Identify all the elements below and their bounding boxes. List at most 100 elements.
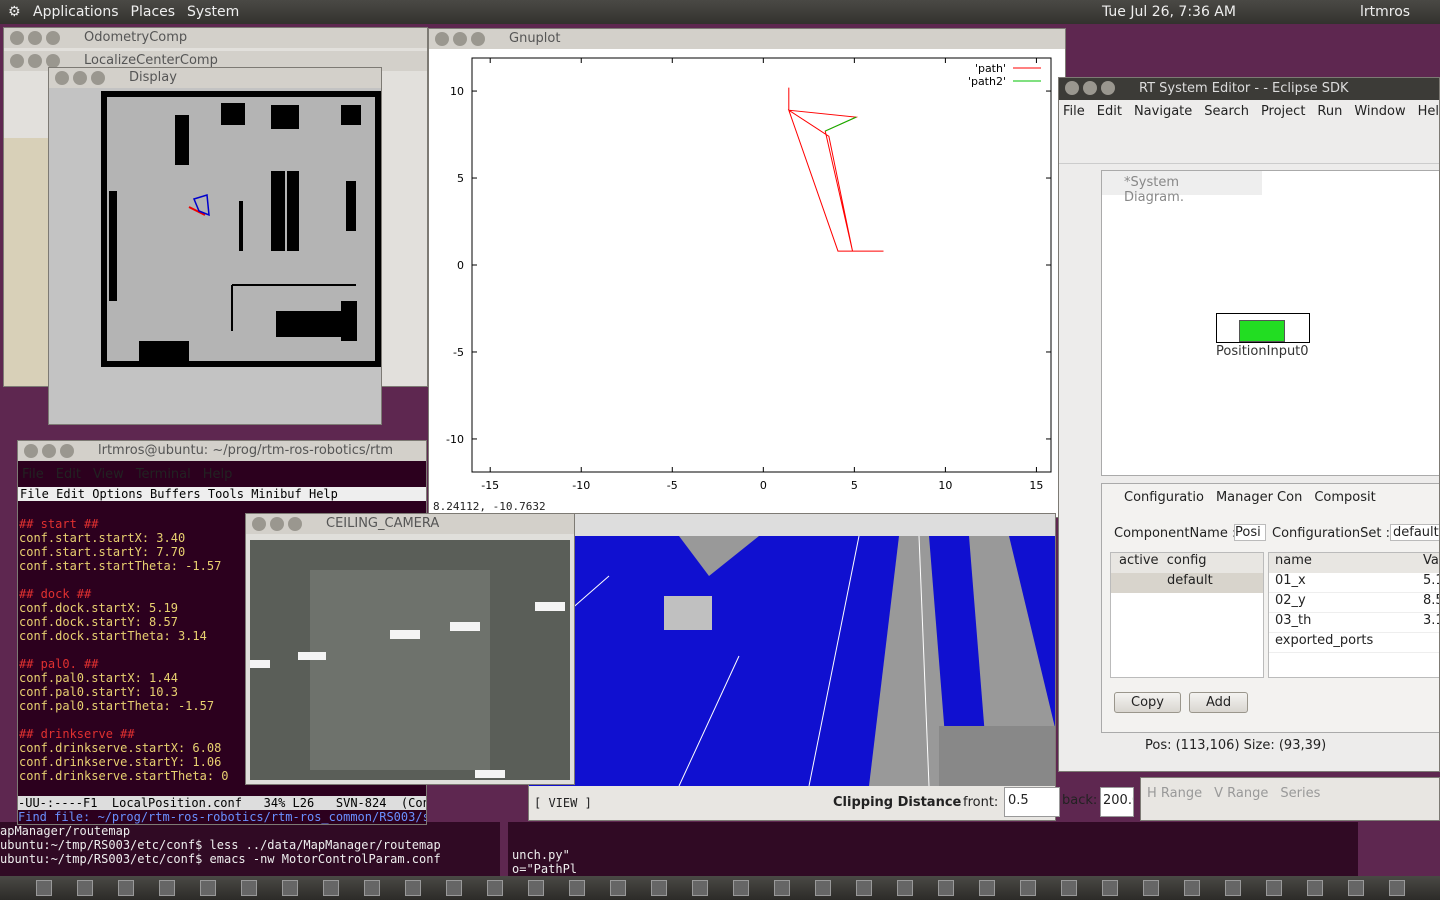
polygon <box>869 536 949 786</box>
span: Gnuplot <box>509 31 561 46</box>
task-button[interactable] <box>569 880 585 896</box>
task-button[interactable] <box>1102 880 1118 896</box>
rect <box>239 201 243 251</box>
rect <box>664 596 712 630</box>
config-line: conf.pal0.startTheta: -1.57 <box>19 699 215 713</box>
task-button[interactable] <box>446 880 462 896</box>
component-box[interactable] <box>1216 313 1310 343</box>
param-cell: 8.5 <box>1423 593 1439 608</box>
task-button[interactable] <box>159 880 175 896</box>
task-button[interactable] <box>1348 880 1364 896</box>
title-bar: Gnuplot <box>429 29 1065 49</box>
span[interactable]: Copy <box>1114 692 1181 713</box>
rect <box>271 171 285 251</box>
div: default <box>1390 524 1439 541</box>
status-bar: Pos: (113,106) Size: (93,39) <box>1145 738 1327 753</box>
buttons: Copy Add <box>1114 692 1256 713</box>
config-line: conf.drinkserve.startY: 1.06 <box>19 755 222 769</box>
i <box>288 517 302 531</box>
task-button[interactable] <box>733 880 749 896</box>
task-button[interactable] <box>1020 880 1036 896</box>
div: default <box>1111 573 1263 593</box>
camera-image <box>250 540 570 780</box>
blank-line <box>19 643 229 657</box>
title-bar: RT System Editor - - Eclipse SDK <box>1059 78 1439 100</box>
task-button[interactable] <box>282 880 298 896</box>
blank-line <box>19 783 229 797</box>
span: active <box>1119 553 1159 568</box>
config-set-table: active config default <box>1110 552 1264 678</box>
task-button[interactable] <box>1389 880 1405 896</box>
task-button[interactable] <box>1143 880 1159 896</box>
task-button[interactable] <box>938 880 954 896</box>
i <box>270 517 284 531</box>
task-button[interactable] <box>1266 880 1282 896</box>
div: unch.py" o="PathPl <box>508 822 1358 876</box>
line <box>678 655 740 786</box>
legend-label: 'path2' <box>968 75 1006 88</box>
task-button[interactable] <box>364 880 380 896</box>
eclipse-window: RT System Editor - - Eclipse SDK File Edi… <box>1058 77 1440 772</box>
front-input[interactable]: 0.5 <box>1004 787 1060 817</box>
i <box>24 444 38 458</box>
task-button[interactable] <box>1307 880 1323 896</box>
div: apManager/routemap ubuntu:~/tmp/RS003/etc… <box>0 822 500 866</box>
task-button[interactable] <box>241 880 257 896</box>
list-item: H Range <box>1147 786 1203 801</box>
task-button[interactable] <box>610 880 626 896</box>
comment-line: ## start ## <box>19 517 99 531</box>
i <box>1101 81 1115 95</box>
param-table: name Val 01_x 5.1 02_y 8.5 03_th 3.1 exported_p… <box>1268 552 1439 678</box>
task-button[interactable] <box>651 880 667 896</box>
task-button[interactable] <box>323 880 339 896</box>
list-item: Project <box>1260 104 1306 119</box>
tab: *System Diagram. <box>1102 171 1262 205</box>
list-item: ubuntu:~/tmp/RS003/etc/conf$ less ../dat… <box>0 838 441 852</box>
task-button[interactable] <box>36 880 52 896</box>
title-bar: CEILING_CAMERA <box>246 514 574 534</box>
i <box>10 54 24 68</box>
rect <box>475 770 505 778</box>
span: CEILING_CAMERA <box>326 516 440 531</box>
side-terminal: unch.py" o="PathPl <box>508 822 1358 878</box>
i <box>46 31 60 45</box>
x-tick-label: 10 <box>938 479 952 492</box>
task-button[interactable] <box>815 880 831 896</box>
list-item: Run <box>1317 104 1343 119</box>
task-button[interactable] <box>692 880 708 896</box>
task-button[interactable] <box>405 880 421 896</box>
task-button[interactable] <box>528 880 544 896</box>
list-item: unch.py" <box>512 848 570 862</box>
rect <box>535 602 565 611</box>
task-button[interactable] <box>118 880 134 896</box>
task-button[interactable] <box>200 880 216 896</box>
rect <box>450 622 480 631</box>
task-button[interactable] <box>897 880 913 896</box>
div <box>10 31 70 45</box>
y-tick-label: -5 <box>453 346 464 359</box>
task-button[interactable] <box>487 880 503 896</box>
span[interactable]: Add <box>1188 692 1249 713</box>
task-button[interactable] <box>1184 880 1200 896</box>
component-label: PositionInput0 <box>1216 344 1309 359</box>
list-item: Search <box>1204 104 1249 119</box>
task-button[interactable] <box>856 880 872 896</box>
div: Posi <box>1234 524 1266 541</box>
y-tick-label: -10 <box>446 433 464 446</box>
path-line <box>825 116 857 132</box>
list-item: Terminal <box>135 467 191 482</box>
back-input[interactable]: 200.0 <box>1100 787 1134 817</box>
legend-label: 'path' <box>975 62 1006 75</box>
mode-line: -UU-:----F1 LocalPosition.conf 34% L26 S… <box>18 796 427 810</box>
list-item: o="PathPl <box>512 862 578 876</box>
config-line: conf.dock.startX: 5.19 <box>19 601 178 615</box>
task-button[interactable] <box>1225 880 1241 896</box>
task-button[interactable] <box>77 880 93 896</box>
task-button[interactable] <box>1061 880 1077 896</box>
task-button[interactable] <box>979 880 995 896</box>
i <box>42 444 56 458</box>
task-button[interactable] <box>774 880 790 896</box>
div <box>1065 81 1125 95</box>
list-item: Configuratio <box>1124 490 1204 505</box>
